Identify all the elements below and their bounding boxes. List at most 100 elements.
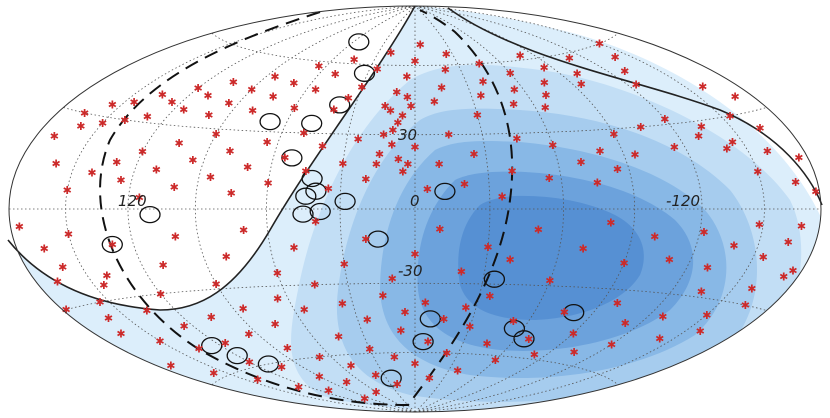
event-marker: ✱ <box>430 95 439 108</box>
event-marker: ✱ <box>64 228 73 241</box>
source-circle <box>226 346 248 365</box>
parallel-line <box>63 107 767 136</box>
event-marker: ✱ <box>179 320 188 333</box>
event-marker: ✱ <box>670 141 679 154</box>
event-marker: ✱ <box>53 276 62 289</box>
event-marker: ✱ <box>406 100 415 113</box>
event-marker: ✱ <box>329 104 338 117</box>
event-marker: ✱ <box>229 76 238 89</box>
event-marker: ✱ <box>577 78 586 91</box>
event-marker: ✱ <box>478 76 487 89</box>
event-marker: ✱ <box>76 120 85 133</box>
event-marker: ✱ <box>811 186 820 199</box>
event-marker: ✱ <box>565 52 574 65</box>
event-marker: ✱ <box>315 351 324 364</box>
event-marker: ✱ <box>491 354 500 367</box>
event-marker: ✱ <box>763 145 772 158</box>
event-marker: ✱ <box>791 176 800 189</box>
event-marker: ✱ <box>143 111 152 124</box>
event-marker: ✱ <box>505 254 514 267</box>
event-marker: ✱ <box>434 158 443 171</box>
event-marker: ✱ <box>207 311 216 324</box>
event-marker: ✱ <box>621 317 630 330</box>
event-marker: ✱ <box>650 231 659 244</box>
event-marker: ✱ <box>379 129 388 142</box>
event-marker: ✱ <box>578 242 587 255</box>
event-marker: ✱ <box>170 181 179 194</box>
event-marker: ✱ <box>569 327 578 340</box>
event-marker: ✱ <box>102 269 111 282</box>
event-marker: ✱ <box>50 130 59 143</box>
lon-tick-label: 120 <box>118 192 147 210</box>
event-marker: ✱ <box>80 107 89 120</box>
event-marker: ✱ <box>247 83 256 96</box>
event-marker: ✱ <box>108 99 117 112</box>
event-marker: ✱ <box>338 297 347 310</box>
event-marker: ✱ <box>398 110 407 123</box>
lon-tick-label: -120 <box>666 192 700 210</box>
event-marker: ✱ <box>361 233 370 246</box>
event-marker: ✱ <box>206 171 215 184</box>
event-marker: ✱ <box>729 239 738 252</box>
event-marker: ✱ <box>331 68 340 81</box>
event-marker: ✱ <box>620 65 629 78</box>
event-marker: ✱ <box>15 220 24 233</box>
event-marker: ✱ <box>112 156 121 169</box>
event-marker: ✱ <box>360 392 369 405</box>
source-circles <box>101 33 585 387</box>
event-marker: ✱ <box>741 299 750 312</box>
supergalactic-plane <box>99 9 514 407</box>
source-circle <box>259 112 281 131</box>
event-marker: ✱ <box>444 129 453 142</box>
event-marker: ✱ <box>696 325 705 338</box>
event-marker: ✱ <box>697 285 706 298</box>
source-circle <box>329 96 351 114</box>
event-marker: ✱ <box>457 265 466 278</box>
event-marker: ✱ <box>410 55 419 68</box>
source-circle <box>257 355 280 373</box>
map-outline <box>8 5 822 413</box>
source-circle <box>353 64 376 82</box>
event-marker: ✱ <box>398 166 407 179</box>
event-marker: ✱ <box>61 304 70 317</box>
event-marker: ✱ <box>324 183 333 196</box>
event-markers: ✱✱✱✱ ✱✱✱✱✱✱✱✱✱✱✱✱✱✱✱✱✱✱✱✱✱✱✱✱✱✱✱✱✱✱✱✱✱✱✱✱… <box>15 38 821 406</box>
event-marker: ✱ <box>437 82 446 95</box>
event-marker: ✱ <box>179 103 188 116</box>
event-marker: ✱ <box>204 109 213 122</box>
event-marker: ✱ <box>340 258 349 271</box>
event-marker: ✱ <box>730 91 739 104</box>
event-marker: ✱ <box>534 224 543 237</box>
event-marker: ✱ <box>416 38 425 51</box>
event-marker: ✱ <box>460 178 469 191</box>
event-marker: ✱ <box>388 273 397 286</box>
event-marker: ✱ <box>372 158 381 171</box>
source-circle <box>301 114 323 133</box>
source-circle <box>305 182 327 200</box>
event-marker: ✱ <box>334 331 343 344</box>
event-marker: ✱ <box>386 105 395 118</box>
event-marker: ✱ <box>725 110 734 123</box>
event-marker: ✱ <box>346 360 355 373</box>
event-marker: ✱ <box>211 128 220 141</box>
event-marker: ✱ <box>403 91 412 104</box>
event-marker: ✱ <box>171 231 180 244</box>
event-marker: ✱ <box>311 216 320 229</box>
event-marker: ✱ <box>289 241 298 254</box>
event-marker: ✱ <box>378 290 387 303</box>
event-marker: ✱ <box>540 76 549 89</box>
event-marker: ✱ <box>510 84 519 97</box>
event-marker: ✱ <box>353 133 362 146</box>
event-marker: ✱ <box>665 254 674 267</box>
event-marker: ✱ <box>593 177 602 190</box>
source-circle <box>292 205 314 223</box>
source-circle <box>563 303 585 322</box>
event-marker: ✱ <box>788 265 797 278</box>
event-marker: ✱ <box>129 96 138 109</box>
event-marker: ✱ <box>388 124 397 137</box>
event-marker: ✱ <box>576 156 585 169</box>
event-marker: ✱ <box>530 349 539 362</box>
event-marker: ✱ <box>314 60 323 73</box>
event-marker: ✱ <box>194 342 203 355</box>
